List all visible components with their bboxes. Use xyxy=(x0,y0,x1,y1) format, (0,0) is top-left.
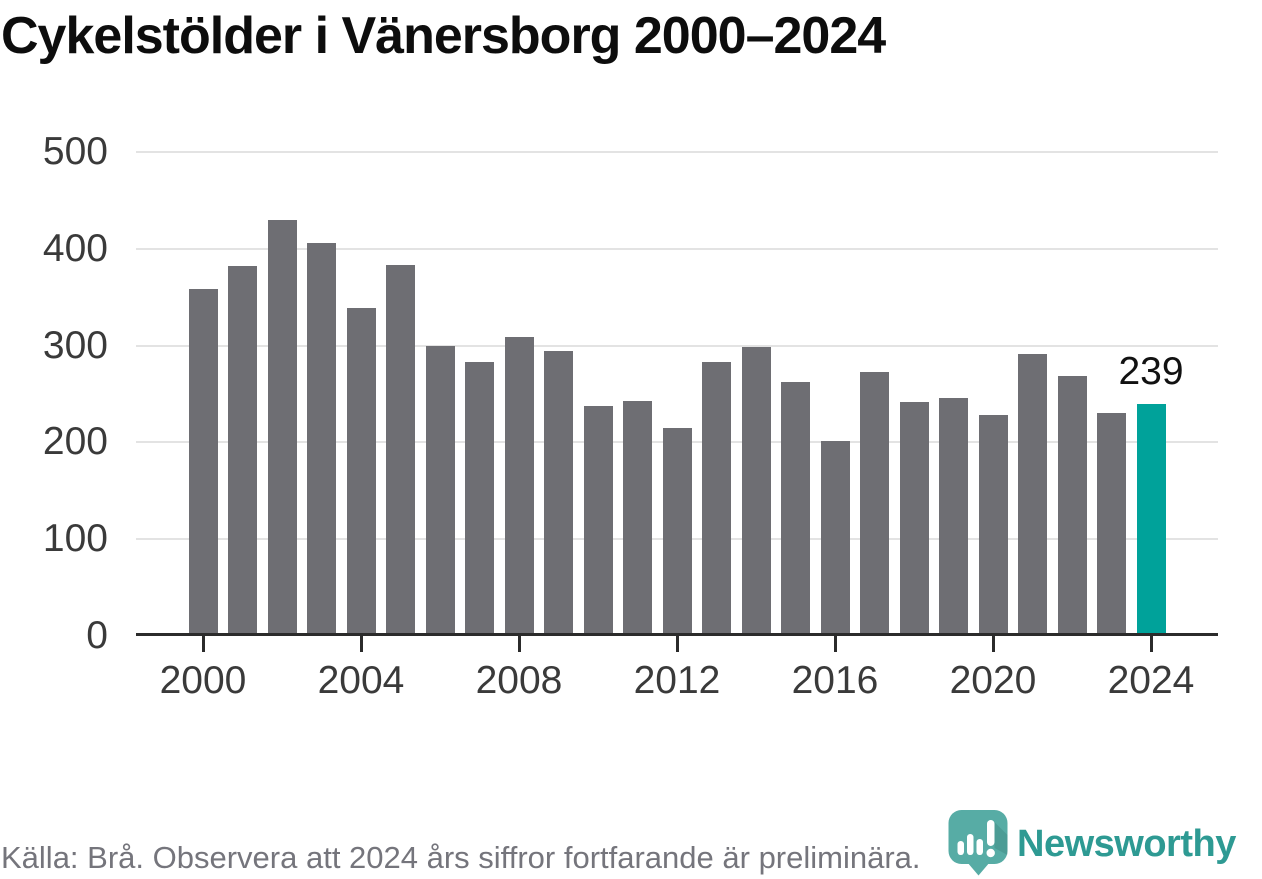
x-tick-2004 xyxy=(360,635,363,652)
chart-title: Cykelstölder i Vänersborg 2000–2024 xyxy=(1,7,886,65)
x-tick-label-2000: 2000 xyxy=(159,659,247,702)
y-tick-label-0: 0 xyxy=(86,614,108,657)
newsworthy-wordmark: Newsworthy xyxy=(1017,823,1236,865)
bar-2014 xyxy=(741,347,771,636)
bar-2005 xyxy=(386,265,416,636)
x-tick-2012 xyxy=(676,635,679,652)
bar-2010 xyxy=(583,406,613,636)
bar-2001 xyxy=(228,266,258,636)
bar-2022 xyxy=(1057,376,1087,636)
y-tick-label-300: 300 xyxy=(42,324,108,367)
x-tick-label-2020: 2020 xyxy=(949,659,1037,702)
bar-2023 xyxy=(1097,413,1127,636)
x-tick-label-2024: 2024 xyxy=(1107,659,1195,702)
x-tick-label-2008: 2008 xyxy=(475,659,563,702)
x-tick-2024 xyxy=(1150,635,1153,652)
pin-bars-glyph xyxy=(957,820,995,858)
x-tick-2016 xyxy=(834,635,837,652)
bar-2024 xyxy=(1136,404,1166,636)
y-tick-label-400: 400 xyxy=(42,227,108,270)
gridline-300 xyxy=(136,345,1218,347)
bar-2018 xyxy=(899,402,929,636)
x-tick-label-2012: 2012 xyxy=(633,659,721,702)
y-tick-label-500: 500 xyxy=(42,130,108,173)
bar-2006 xyxy=(425,346,455,636)
newsworthy-pin-barchart-icon xyxy=(948,810,1008,876)
bar-2004 xyxy=(346,308,376,636)
bar-2002 xyxy=(267,220,297,636)
bar-2015 xyxy=(781,382,811,636)
x-tick-2008 xyxy=(518,635,521,652)
x-tick-label-2016: 2016 xyxy=(791,659,879,702)
bar-2011 xyxy=(623,401,653,636)
bar-2020 xyxy=(978,415,1008,636)
y-tick-label-100: 100 xyxy=(42,517,108,560)
x-tick-2000 xyxy=(202,635,205,652)
bar-2009 xyxy=(544,351,574,636)
source-note: Källa: Brå. Observera att 2024 års siffr… xyxy=(1,840,921,875)
bar-2016 xyxy=(820,441,850,636)
gridline-400 xyxy=(136,248,1218,250)
bar-2000 xyxy=(188,289,218,636)
gridline-500 xyxy=(136,151,1218,153)
x-tick-label-2004: 2004 xyxy=(317,659,405,702)
bar-2013 xyxy=(702,362,732,636)
highlight-value-label: 239 xyxy=(1118,350,1184,393)
bar-2019 xyxy=(939,398,969,636)
bar-2007 xyxy=(465,362,495,636)
x-tick-2020 xyxy=(992,635,995,652)
bar-2012 xyxy=(662,428,692,636)
bar-2008 xyxy=(504,337,534,636)
newsworthy-logo: Newsworthy xyxy=(947,808,1236,877)
bar-2021 xyxy=(1018,354,1048,636)
y-tick-label-200: 200 xyxy=(42,420,108,463)
x-axis-line xyxy=(136,633,1218,636)
bar-2003 xyxy=(307,243,337,636)
bar-2017 xyxy=(860,372,890,636)
